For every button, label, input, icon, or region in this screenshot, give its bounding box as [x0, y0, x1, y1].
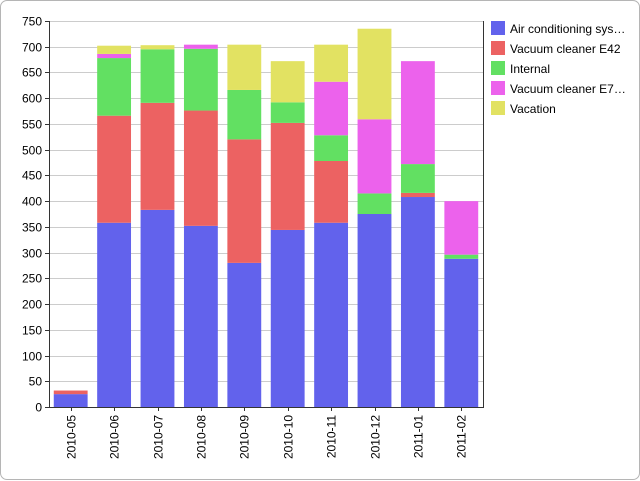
bar-segment-2010-12-series-0 [357, 214, 392, 407]
bars [53, 28, 479, 407]
bar-segment-2010-06-series-1 [97, 115, 132, 223]
y-tick-label: 350 [22, 221, 42, 235]
bar-segment-2010-07-series-1 [140, 102, 175, 210]
legend-swatch [491, 81, 505, 95]
x-tick-label: 2010-08 [195, 415, 209, 459]
bar-segment-2010-06-series-4 [97, 45, 132, 54]
legend-label: Vacuum cleaner E7… [510, 82, 626, 96]
bar-segment-2011-01-series-2 [400, 164, 435, 193]
y-tick-label: 600 [22, 92, 42, 106]
legend-swatch [491, 41, 505, 55]
bar-segment-2010-09-series-0 [227, 262, 262, 407]
bar-segment-2010-11-series-2 [314, 135, 349, 161]
x-tick-label: 2010-12 [369, 415, 383, 459]
bar-segment-2010-09-series-4 [227, 44, 262, 90]
bar-segment-2010-11-series-4 [314, 44, 349, 82]
x-tick-label: 2010-11 [325, 415, 339, 458]
bar-segment-2010-11-series-0 [314, 222, 349, 407]
y-tick-label: 250 [22, 272, 42, 286]
y-tick-label: 450 [22, 169, 42, 183]
bar-segment-2010-05-series-0 [53, 394, 88, 407]
y-tick-label: 50 [29, 375, 43, 389]
legend-swatch [491, 21, 505, 35]
y-tick-label: 700 [22, 41, 42, 55]
bar-segment-2010-08-series-1 [183, 110, 218, 226]
bar-segment-2010-10-series-2 [270, 102, 305, 123]
bar-segment-2010-07-series-4 [140, 45, 175, 50]
legend-swatch [491, 61, 505, 75]
bar-segment-2011-01-series-3 [400, 61, 435, 165]
bar-segment-2010-12-series-4 [357, 28, 392, 120]
bar-segment-2011-02-series-2 [444, 254, 479, 259]
x-tick-label: 2010-05 [65, 415, 79, 459]
x-tick-label: 2011-02 [455, 415, 469, 458]
bar-segment-2010-08-series-0 [183, 225, 218, 407]
legend-label: Vacation [510, 102, 556, 116]
x-tick-label: 2011-01 [412, 415, 426, 458]
x-tick-label: 2010-10 [282, 415, 296, 459]
bar-segment-2010-07-series-2 [140, 49, 175, 103]
legend-label: Vacuum cleaner E42 [510, 42, 621, 56]
y-tick-labels: 0 50 100 150 200 250 300 350 400 450 500 550 600 650 7… [22, 15, 42, 415]
y-tick-label: 300 [22, 247, 42, 261]
bar-segment-2010-08-series-3 [183, 44, 218, 49]
bar-segment-2010-09-series-1 [227, 139, 262, 263]
bar-segment-2010-05-series-1 [53, 390, 88, 395]
bar-segment-2010-11-series-1 [314, 160, 349, 223]
x-tick-label: 2010-07 [152, 415, 166, 459]
bar-segment-2010-08-series-2 [183, 48, 218, 111]
y-tick-label: 100 [22, 350, 42, 364]
bar-segment-2010-10-series-4 [270, 61, 305, 103]
bar-segment-2011-01-series-0 [400, 197, 435, 407]
axes [45, 21, 484, 411]
bar-segment-2010-11-series-3 [314, 81, 349, 136]
legend-label: Air conditioning sys… [510, 22, 625, 36]
bar-segment-2010-12-series-3 [357, 119, 392, 194]
bar-segment-2010-07-series-0 [140, 209, 175, 407]
bar-segment-2011-02-series-0 [444, 258, 479, 407]
bar-segment-2011-01-series-1 [400, 192, 435, 198]
legend: Air conditioning sys… Vacuum cleaner E42 I… [491, 21, 626, 116]
y-tick-label: 200 [22, 298, 42, 312]
bar-segment-2010-06-series-0 [97, 222, 132, 407]
y-tick-label: 650 [22, 66, 42, 80]
legend-swatch [491, 101, 505, 115]
x-tick-labels: 2010-05 2010-06 2010-07 2010-08 2010-09 2010-… [65, 415, 469, 459]
bar-segment-2010-12-series-2 [357, 193, 392, 214]
bar-segment-2010-06-series-2 [97, 58, 132, 116]
bar-segment-2010-10-series-1 [270, 122, 305, 230]
x-tick-label: 2010-09 [238, 415, 252, 459]
y-tick-label: 550 [22, 118, 42, 132]
bar-segment-2010-06-series-3 [97, 53, 132, 59]
bar-segment-2010-10-series-0 [270, 229, 305, 407]
y-tick-label: 500 [22, 144, 42, 158]
bar-segment-2010-09-series-2 [227, 89, 262, 140]
y-tick-label: 150 [22, 324, 42, 338]
y-tick-label: 750 [22, 15, 42, 29]
y-tick-label: 400 [22, 195, 42, 209]
legend-label: Internal [510, 62, 550, 76]
x-tick-label: 2010-06 [108, 415, 122, 459]
y-tick-label: 0 [35, 401, 42, 415]
bar-segment-2011-02-series-3 [444, 201, 479, 255]
